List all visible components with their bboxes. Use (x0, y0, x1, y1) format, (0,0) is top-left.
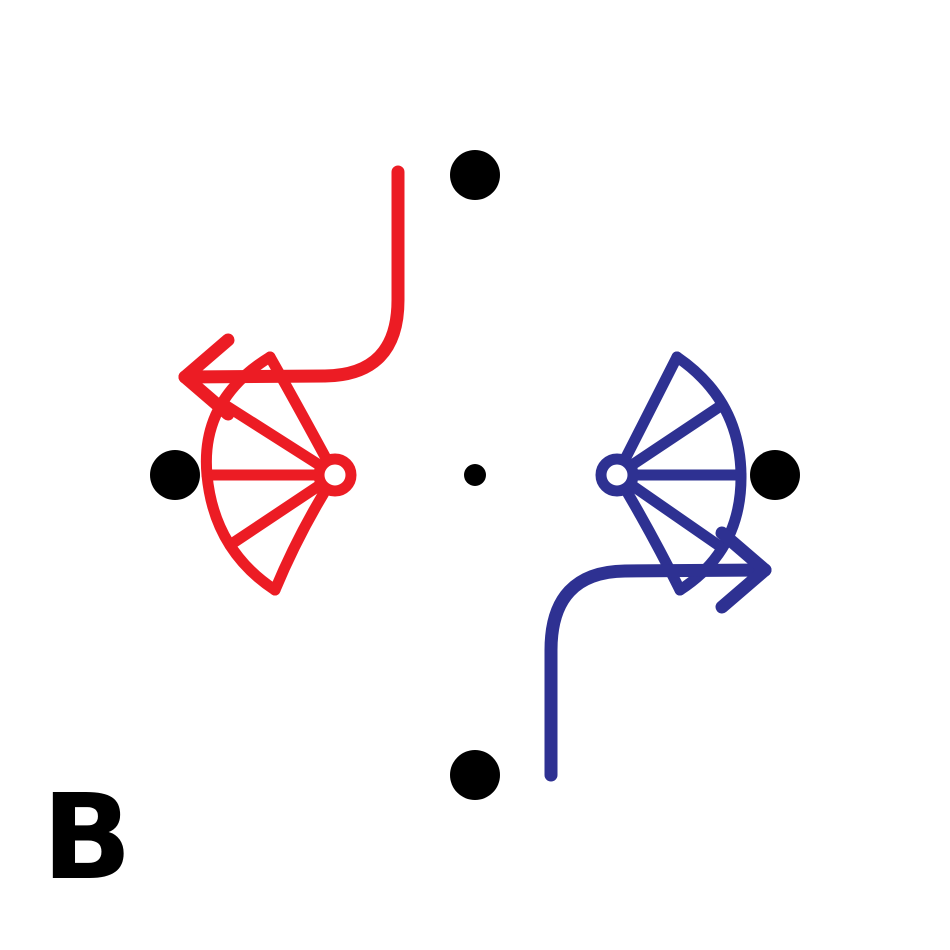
red-fan-rib (219, 399, 341, 481)
blue-arrowhead (715, 526, 772, 614)
panel-label: B (42, 768, 132, 906)
right-dot (750, 450, 800, 500)
dots (150, 150, 800, 800)
blue-fan-figure (595, 351, 747, 596)
blue-curved-arrow (544, 526, 772, 782)
left-dot (150, 450, 200, 500)
red-fan-figure (200, 351, 357, 596)
red-arrow-path (178, 165, 405, 384)
center-dot (464, 464, 486, 486)
red-arrowhead (178, 333, 235, 421)
blue-arrow-path (544, 563, 772, 782)
red-pivot-ring (313, 453, 357, 497)
bottom-dot (450, 750, 500, 800)
top-dot (450, 150, 500, 200)
blue-pivot-ring (595, 453, 639, 497)
red-curved-arrow (178, 165, 405, 421)
